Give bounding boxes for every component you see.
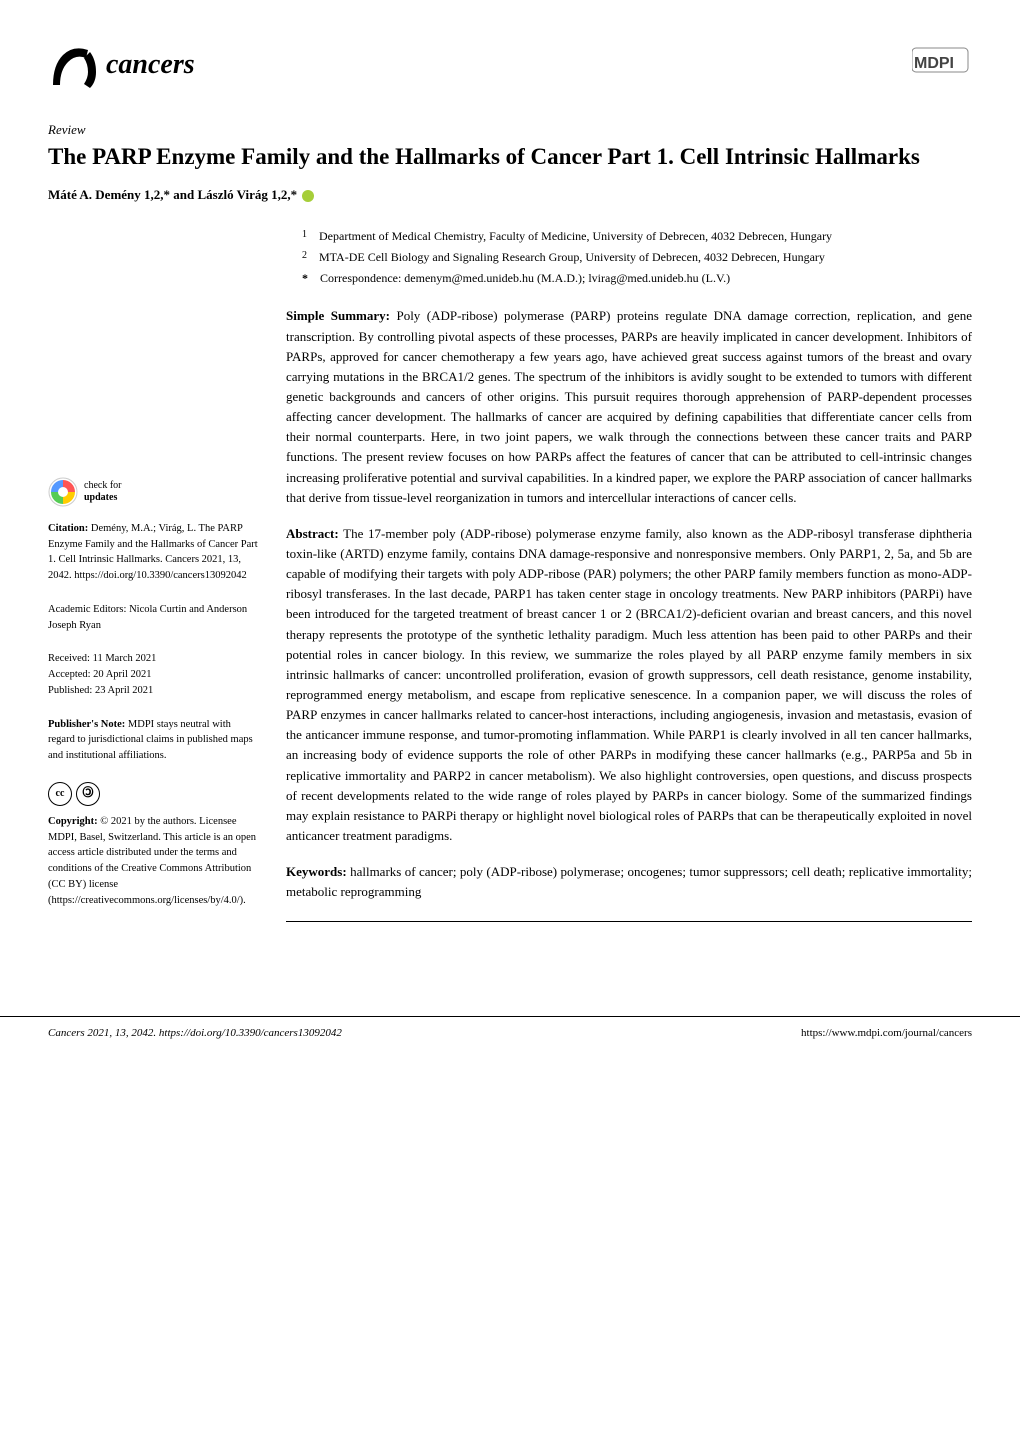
cancers-logo-icon (48, 40, 98, 90)
affil-text: MTA-DE Cell Biology and Signaling Resear… (319, 248, 825, 267)
received-date: Received: 11 March 2021 (48, 651, 258, 667)
citation-block: Citation: Demény, M.A.; Virág, L. The PA… (48, 521, 258, 584)
affil-text: Correspondence: demenym@med.unideb.hu (M… (320, 269, 730, 288)
accepted-date: Accepted: 20 April 2021 (48, 667, 258, 683)
cc-icon: cc (48, 782, 72, 806)
simple-summary-label: Simple Summary: (286, 308, 390, 323)
affiliations-block: 1 Department of Medical Chemistry, Facul… (286, 227, 972, 289)
abstract-text: The 17-member poly (ADP-ribose) polymera… (286, 526, 972, 843)
journal-logo: cancers (48, 40, 195, 90)
article-title: The PARP Enzyme Family and the Hallmarks… (48, 142, 972, 172)
mdpi-logo-icon: MDPI (912, 40, 972, 80)
affil-num: 1 (302, 227, 307, 246)
sidebar: check forupdates Citation: Demény, M.A.;… (48, 227, 258, 936)
editors-label: Academic Editors: (48, 604, 126, 615)
check-updates-text: check forupdates (84, 480, 121, 504)
simple-summary-text: Poly (ADP-ribose) polymerase (PARP) prot… (286, 308, 972, 504)
copyright-block: Copyright: © 2021 by the authors. Licens… (48, 814, 258, 909)
affil-num: * (302, 269, 308, 288)
footer-url: https://www.mdpi.com/journal/cancers (801, 1025, 972, 1042)
editors-block: Academic Editors: Nicola Curtin and Ande… (48, 602, 258, 634)
check-updates-badge[interactable]: check forupdates (48, 477, 258, 507)
authors-text: Máté A. Demény 1,2,* and László Virág 1,… (48, 187, 297, 202)
article-type: Review (48, 120, 972, 140)
affil-num: 2 (302, 248, 307, 267)
cc-license-badge: cc 🄯 (48, 782, 258, 806)
copyright-text: © 2021 by the authors. Licensee MDPI, Ba… (48, 816, 256, 906)
abstract-label: Abstract: (286, 526, 339, 541)
simple-summary-block: Simple Summary: Poly (ADP-ribose) polyme… (286, 306, 972, 507)
orcid-icon (302, 190, 314, 202)
page-header: cancers MDPI (48, 40, 972, 90)
authors-line: Máté A. Demény 1,2,* and László Virág 1,… (48, 185, 972, 205)
citation-label: Citation: (48, 523, 88, 534)
check-updates-icon (48, 477, 78, 507)
affil-text: Department of Medical Chemistry, Faculty… (319, 227, 832, 246)
affiliation-row: 2 MTA-DE Cell Biology and Signaling Rese… (302, 248, 972, 267)
by-icon: 🄯 (76, 782, 100, 806)
affiliation-row: * Correspondence: demenym@med.unideb.hu … (302, 269, 972, 288)
published-date: Published: 23 April 2021 (48, 683, 258, 699)
footer-citation: Cancers 2021, 13, 2042. https://doi.org/… (48, 1025, 342, 1042)
abstract-block: Abstract: The 17-member poly (ADP-ribose… (286, 524, 972, 846)
publishers-note-label: Publisher's Note: (48, 719, 125, 730)
copyright-label: Copyright: (48, 816, 98, 827)
affiliation-row: 1 Department of Medical Chemistry, Facul… (302, 227, 972, 246)
svg-text:MDPI: MDPI (914, 55, 954, 72)
keywords-text: hallmarks of cancer; poly (ADP-ribose) p… (286, 864, 972, 899)
keywords-block: Keywords: hallmarks of cancer; poly (ADP… (286, 862, 972, 901)
journal-name: cancers (106, 44, 195, 86)
page-footer: Cancers 2021, 13, 2042. https://doi.org/… (0, 1016, 1020, 1062)
dates-block: Received: 11 March 2021 Accepted: 20 Apr… (48, 651, 258, 698)
publishers-note-block: Publisher's Note: MDPI stays neutral wit… (48, 717, 258, 764)
divider (286, 921, 972, 922)
keywords-label: Keywords: (286, 864, 347, 879)
main-content: 1 Department of Medical Chemistry, Facul… (286, 227, 972, 936)
